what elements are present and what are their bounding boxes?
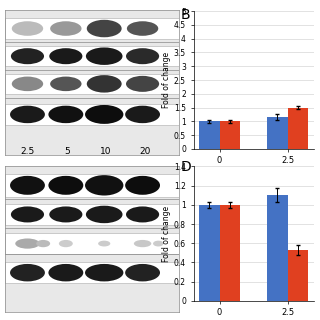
Ellipse shape: [85, 105, 124, 124]
Ellipse shape: [85, 175, 124, 196]
Bar: [288, 250, 308, 301]
Ellipse shape: [125, 106, 160, 123]
Ellipse shape: [15, 238, 40, 249]
Ellipse shape: [11, 48, 44, 64]
Ellipse shape: [11, 206, 44, 222]
Text: 2.5: 2.5: [20, 147, 35, 156]
Ellipse shape: [125, 176, 160, 195]
Text: 10: 10: [100, 147, 112, 156]
FancyBboxPatch shape: [5, 233, 179, 254]
Ellipse shape: [50, 21, 82, 36]
FancyBboxPatch shape: [5, 46, 179, 66]
Bar: [267, 117, 288, 149]
FancyBboxPatch shape: [5, 18, 179, 39]
Ellipse shape: [36, 240, 50, 247]
Text: D: D: [181, 160, 192, 174]
Ellipse shape: [50, 76, 82, 91]
Ellipse shape: [86, 47, 123, 65]
Ellipse shape: [10, 264, 45, 281]
Ellipse shape: [85, 264, 124, 281]
Ellipse shape: [49, 48, 83, 64]
Ellipse shape: [126, 206, 159, 222]
Bar: [199, 121, 220, 149]
Ellipse shape: [10, 106, 45, 123]
Ellipse shape: [48, 176, 83, 195]
Bar: [199, 205, 220, 301]
Ellipse shape: [134, 240, 151, 247]
Y-axis label: Fold of change: Fold of change: [162, 52, 171, 108]
Ellipse shape: [48, 264, 83, 281]
Ellipse shape: [126, 76, 159, 92]
Ellipse shape: [127, 21, 158, 36]
Text: B: B: [181, 8, 190, 22]
Ellipse shape: [126, 48, 159, 64]
Ellipse shape: [87, 20, 122, 37]
FancyBboxPatch shape: [5, 103, 179, 125]
Ellipse shape: [49, 206, 83, 222]
Y-axis label: Fold of change: Fold of change: [162, 205, 171, 262]
Bar: [220, 121, 240, 149]
Bar: [220, 205, 240, 301]
Text: 20: 20: [140, 147, 151, 156]
FancyBboxPatch shape: [5, 174, 179, 197]
Ellipse shape: [87, 75, 122, 92]
Ellipse shape: [153, 241, 164, 246]
Bar: [288, 108, 308, 149]
FancyBboxPatch shape: [5, 204, 179, 225]
FancyBboxPatch shape: [5, 262, 179, 283]
Ellipse shape: [98, 241, 110, 246]
Ellipse shape: [86, 206, 123, 223]
Ellipse shape: [48, 106, 83, 123]
Ellipse shape: [12, 21, 43, 36]
Text: 5: 5: [64, 147, 69, 156]
Ellipse shape: [59, 240, 73, 247]
FancyBboxPatch shape: [5, 74, 179, 94]
Bar: [267, 195, 288, 301]
Ellipse shape: [10, 176, 45, 195]
Ellipse shape: [125, 264, 160, 281]
Ellipse shape: [12, 76, 43, 91]
